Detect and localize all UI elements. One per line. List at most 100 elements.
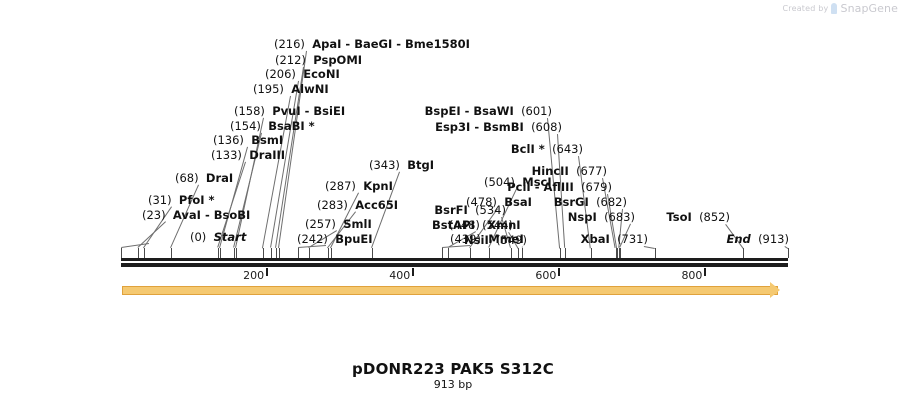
enzyme-site-label[interactable]: BsrFI (534) [434,204,506,216]
enzyme-site-names: BtgI [407,158,434,172]
enzyme-site-position: (158) [234,104,265,118]
enzyme-name: Acc65I [355,198,399,212]
enzyme-site-position: (504) [484,175,515,189]
enzyme-site-label[interactable]: End (913) [726,233,789,245]
feature-arrow-body[interactable] [122,286,778,295]
enzyme-site-tick [278,248,280,258]
enzyme-name: BtgI [407,158,435,172]
enzyme-site-names: BspEI - BsaWI [425,104,514,118]
plasmid-length: 913 bp [433,378,473,391]
enzyme-site-label[interactable]: (343) BtgI [369,159,434,171]
snapgene-watermark: Created by SnapGene [782,2,898,15]
enzyme-site-names: DraIII [249,148,285,162]
enzyme-site-names: HincII [532,164,569,178]
ruler-tick [704,268,707,276]
enzyme-site-label[interactable]: (154) BsaBI * [230,120,315,132]
enzyme-site-label[interactable]: Esp3I - BsmBI (608) [435,121,562,133]
enzyme-site-label[interactable]: (242) BpuEI [297,233,373,245]
enzyme-site-label[interactable]: (68) DraI [175,172,233,184]
enzyme-site-tick [590,248,592,258]
enzyme-site-position: (601) [521,104,552,118]
enzyme-site-position: (23) [142,208,166,222]
enzyme-site-position: (0) [190,230,207,244]
enzyme-name: BspEI [424,104,461,118]
enzyme-site-label[interactable]: TsoI (852) [666,211,730,223]
enzyme-site-tick [655,248,657,258]
enzyme-name: BsrGI [553,195,589,209]
enzyme-name: EcoNI [303,67,340,81]
enzyme-site-position: (206) [265,67,296,81]
enzyme-name-separator: - [200,208,214,222]
enzyme-site-names: TsoI [666,210,691,224]
enzyme-site-names: DraI [206,171,233,185]
enzyme-name: BaeGI [354,37,393,51]
enzyme-site-label[interactable]: NspI (683) [568,211,635,223]
enzyme-site-tick [297,248,299,258]
enzyme-site-label[interactable]: XbaI (731) [581,233,648,245]
enzyme-name: BsmBI [483,120,524,134]
enzyme-site-label[interactable]: (439) MmeI [450,233,524,245]
enzyme-site-tick [143,248,145,258]
enzyme-name: Esp3I [435,120,471,134]
enzyme-site-label[interactable]: BspEI - BsaWI (601) [425,105,552,117]
enzyme-site-label[interactable]: (287) KpnI [325,180,393,192]
enzyme-name: MscI [522,175,552,189]
enzyme-site-label[interactable]: (136) BsmI [213,134,283,146]
enzyme-site-position: (195) [253,82,284,96]
enzyme-site-label[interactable]: BstAPI (544) [432,219,513,231]
enzyme-site-position: (343) [369,158,400,172]
enzyme-site-label[interactable]: (504) MscI [484,176,552,188]
sequence-backbone-top [121,258,788,261]
ruler-tick [412,268,415,276]
enzyme-site-label[interactable]: (478) BsaI [466,196,532,208]
enzyme-name: DraI [205,171,234,185]
enzyme-site-label[interactable]: (31) PfoI * [148,194,215,206]
enzyme-leader-line [784,246,788,249]
feature-arrow-head[interactable] [770,282,780,298]
enzyme-site-label[interactable]: (212) PspOMI [275,54,362,66]
enzyme-site-tick [788,248,789,258]
enzyme-site-tick [522,248,524,258]
enzyme-site-names: BsrGI [554,195,589,209]
enzyme-name: PspOMI [313,53,363,67]
enzyme-site-names: ApaI - BaeGI - Bme1580I [312,37,470,51]
enzyme-site-position: (136) [213,133,244,147]
enzyme-site-names: NspI [568,210,597,224]
enzyme-site-label[interactable]: (448) XmnI [449,219,521,231]
enzyme-site-label[interactable]: (283) Acc65I [317,199,398,211]
enzyme-site-label[interactable]: (195) AlwNI [253,83,329,95]
enzyme-site-names: BsmI [251,133,283,147]
enzyme-name: ApaI [312,37,342,51]
enzyme-site-label[interactable]: (23) AvaI - BsoBI [142,209,250,221]
ruler-tick-label: 200 [243,269,265,282]
enzyme-name-separator: - [470,120,484,134]
enzyme-site-label[interactable]: (216) ApaI - BaeGI - Bme1580I [274,38,470,50]
enzyme-site-tick [615,248,617,258]
enzyme-site-tick [263,248,265,258]
enzyme-site-label[interactable]: BclI * (643) [511,143,583,155]
enzyme-site-tick [308,248,310,258]
enzyme-site-label[interactable]: (206) EcoNI [265,68,340,80]
enzyme-site-position: (242) [297,232,328,246]
enzyme-name: BpuEI [335,232,373,246]
enzyme-site-label[interactable]: BsrGI (682) [554,196,627,208]
sequence-backbone-bottom [121,263,788,267]
enzyme-site-label[interactable]: (257) SmlI [305,218,372,230]
enzyme-site-position: (31) [148,193,172,207]
enzyme-site-position: (608) [531,120,562,134]
enzyme-site-label[interactable]: HincII (677) [532,165,607,177]
enzyme-site-names: MmeI [488,232,524,246]
enzyme-site-tick [371,248,373,258]
enzyme-name-separator: - [341,37,355,51]
enzyme-site-label[interactable]: (158) PvuI - BsiEI [234,105,345,117]
enzyme-site-label[interactable]: NsiI (549) [464,234,527,246]
enzyme-site-names: MscI [522,175,551,189]
enzyme-site-label[interactable]: (133) DraIII [211,149,285,161]
enzyme-site-tick [236,248,238,258]
enzyme-site-tick [218,248,220,258]
enzyme-name: NsiI [464,233,489,247]
enzyme-name-separator: - [300,104,314,118]
enzyme-site-label[interactable]: PciI - AflIII (679) [507,181,612,193]
enzyme-site-label[interactable]: (0) Start [190,231,246,243]
enzyme-site-names: PspOMI [313,53,362,67]
